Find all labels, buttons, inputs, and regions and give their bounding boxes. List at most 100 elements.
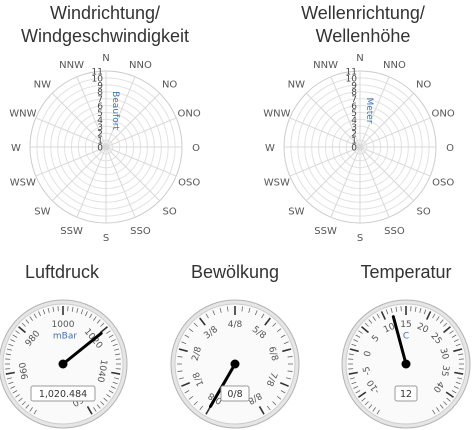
- clouds-major-tick: [199, 317, 206, 326]
- wave-spoke: [330, 146, 361, 218]
- pressure-minor-tick: [85, 311, 88, 317]
- pressure-minor-tick: [76, 307, 79, 313]
- wave-spoke: [359, 92, 415, 148]
- wind-spoke: [35, 117, 107, 148]
- wave-title-line1: Wellenrichtung/: [301, 3, 425, 23]
- clouds-minor-tick: [286, 377, 292, 380]
- temperature-unit-label: C: [403, 331, 409, 341]
- wave-direction-label: S: [357, 233, 363, 244]
- pressure-minor-tick: [12, 334, 18, 338]
- pressure-major-tick: [100, 326, 108, 334]
- pressure-minor-tick: [114, 377, 120, 380]
- wind-direction-label: SW: [34, 207, 50, 218]
- clouds-minor-tick: [199, 405, 204, 411]
- wave-spoke: [330, 76, 361, 148]
- pressure-minor-tick: [103, 397, 108, 402]
- temperature-minor-tick: [372, 407, 376, 412]
- temperature-minor-tick: [458, 353, 464, 356]
- wind-radial-tick-label: 10: [92, 74, 104, 84]
- wave-direction-label: SSO: [384, 226, 405, 237]
- pressure-minor-tick: [15, 330, 20, 334]
- temperature-minor-tick: [432, 409, 436, 415]
- wave-direction-label: ONO: [432, 109, 455, 120]
- pressure-readout-box: [30, 385, 96, 402]
- pressure-minor-tick: [89, 313, 93, 319]
- wave-direction-label: WNW: [263, 109, 290, 120]
- pressure-minor-tick: [25, 404, 30, 409]
- temperature-chart-title: Temperatur: [360, 262, 452, 282]
- temperature-needle: [391, 315, 408, 366]
- temperature-major-tick: [349, 348, 359, 353]
- pressure-minor-tick: [96, 319, 101, 324]
- clouds-minor-tick: [181, 341, 187, 345]
- wave-spoke: [359, 146, 431, 177]
- wave-radial-tick-label: 7: [351, 95, 357, 105]
- wind-direction-label: SSW: [60, 226, 83, 237]
- temperature-needle-pivot: [401, 359, 411, 369]
- clouds-minor-tick: [287, 356, 293, 358]
- wave-direction-label: WSW: [264, 177, 290, 188]
- wave-spoke: [305, 146, 361, 202]
- wave-chart-title: Wellenrichtung/ Wellenhöhe: [258, 2, 468, 48]
- wave-direction-label: W: [265, 143, 275, 154]
- clouds-minor-tick: [219, 307, 222, 313]
- wind-direction-label: WSW: [10, 177, 36, 188]
- temperature-minor-tick: [453, 339, 459, 342]
- wave-direction-label: NNO: [383, 60, 406, 71]
- temperature-major-tick: [453, 348, 463, 353]
- wind-radial-tick-label: 0: [97, 144, 103, 154]
- wind-spoke: [105, 146, 136, 218]
- pressure-minor-tick: [114, 348, 120, 351]
- pressure-minor-tick: [52, 306, 55, 312]
- wave-direction-label: N: [356, 53, 363, 64]
- wind-spoke: [105, 76, 136, 148]
- temperature-minor-tick: [449, 330, 454, 334]
- wind-spoke: [105, 146, 177, 177]
- clouds-minor-tick: [272, 401, 277, 406]
- clouds-minor-tick: [287, 370, 293, 372]
- pressure-minor-tick: [108, 390, 114, 394]
- wind-direction-label: WNW: [9, 109, 36, 120]
- clouds-minor-tick: [276, 395, 282, 400]
- temperature-minor-tick: [364, 401, 369, 406]
- pressure-major-tick: [18, 326, 26, 334]
- temperature-minor-tick: [455, 343, 461, 347]
- pressure-tick-label: 960: [18, 361, 31, 380]
- clouds-minor-tick: [205, 313, 209, 319]
- temperature-minor-tick: [443, 322, 448, 327]
- pressure-tick-label: 1040: [94, 359, 108, 384]
- temperature-major-tick: [361, 326, 369, 334]
- pressure-unit-label: mBar: [53, 331, 77, 341]
- temperature-minor-tick: [349, 377, 355, 380]
- temperature-major-tick: [380, 311, 387, 320]
- wind-spoke: [51, 92, 107, 148]
- wave-title-line2: Wellenhöhe: [315, 26, 411, 46]
- temperature-minor-tick: [436, 316, 440, 321]
- pressure-minor-tick: [21, 322, 26, 327]
- temperature-minor-tick: [351, 381, 357, 385]
- wind-radial-tick-label: 9: [97, 81, 103, 91]
- pressure-major-tick: [86, 406, 93, 415]
- pressure-minor-tick: [18, 397, 23, 402]
- clouds-minor-tick: [177, 356, 183, 358]
- temperature-major-tick: [348, 371, 358, 375]
- temperature-minor-tick: [457, 377, 463, 380]
- temperature-tick-label: 10: [382, 322, 397, 336]
- wave-radial-tick-label: 9: [351, 81, 357, 91]
- clouds-major-tick: [279, 382, 289, 387]
- pressure-minor-tick: [33, 313, 37, 319]
- pressure-minor-tick: [115, 353, 121, 356]
- pressure-minor-tick: [112, 343, 118, 347]
- pressure-minor-tick: [42, 309, 46, 315]
- clouds-minor-tick: [272, 322, 277, 327]
- clouds-minor-tick: [188, 328, 194, 333]
- wave-unit-label: Meter: [364, 97, 374, 123]
- pressure-minor-tick: [10, 386, 16, 389]
- wave-radial-tick-label: 0: [351, 144, 357, 154]
- pressure-tick-label: 1000: [52, 320, 75, 330]
- temperature-minor-tick: [351, 343, 357, 347]
- clouds-minor-tick: [177, 370, 183, 372]
